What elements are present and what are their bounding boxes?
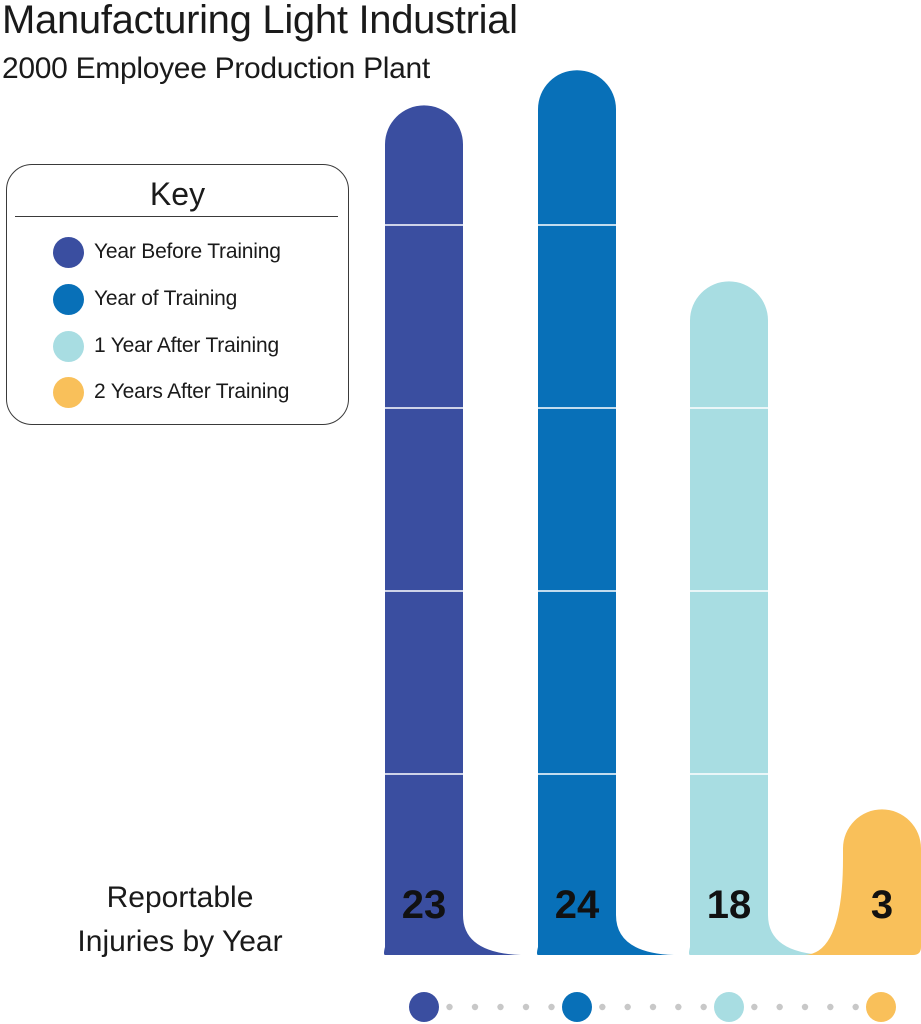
legend-item-2-years-after: 2 Years After Training	[53, 376, 289, 408]
timeline-small-dot	[675, 1003, 682, 1011]
timeline-small-dot	[624, 1003, 631, 1011]
timeline-small-dot	[852, 1003, 859, 1011]
timeline-small-dot	[776, 1003, 783, 1011]
legend-label-2-years-after: 2 Years After Training	[94, 380, 290, 403]
timeline-dot-1-year-after	[714, 992, 744, 1022]
data-label-year-of: 24	[555, 883, 600, 927]
bar-1-year-after	[689, 281, 826, 955]
data-label-2-years-after: 3	[871, 883, 893, 927]
timeline-small-dot	[471, 1003, 479, 1011]
legend-item-year-before: Year Before Training	[53, 236, 281, 268]
legend-swatch-year-of	[53, 283, 84, 315]
timeline-small-dot	[827, 1003, 834, 1011]
y-axis-caption-line2: Injuries by Year	[77, 925, 283, 958]
timeline-dot-year-of	[562, 992, 592, 1022]
timeline-small-dot	[801, 1003, 809, 1011]
timeline-small-dot	[751, 1003, 758, 1011]
timeline-small-dot	[522, 1003, 530, 1011]
bar-year-before	[384, 105, 521, 955]
timeline-small-dot	[497, 1003, 504, 1011]
legend-label-year-before: Year Before Training	[94, 240, 281, 263]
bar-year-of	[537, 70, 674, 955]
timeline-small-dot	[599, 1003, 606, 1011]
legend-swatch-year-before	[53, 236, 84, 268]
legend-label-year-of: Year of Training	[94, 287, 238, 310]
chart-subtitle: 2000 Employee Production Plant	[2, 52, 430, 85]
timeline-small-dot	[446, 1003, 453, 1011]
timeline-small-dot	[649, 1003, 657, 1011]
y-axis-caption: Reportable Injuries by Year	[40, 876, 320, 964]
data-label-year-before: 23	[402, 883, 447, 927]
timeline-small-dot	[700, 1003, 707, 1011]
legend-swatch-2-years-after	[53, 376, 84, 408]
timeline-dot-year-before	[409, 992, 439, 1022]
timeline-small-dot	[548, 1003, 555, 1011]
data-label-1-year-after: 18	[707, 883, 752, 927]
legend-title: Key	[149, 176, 206, 212]
bar-2-years-after	[805, 809, 921, 955]
legend-divider	[15, 216, 338, 217]
legend-swatch-1-year-after	[53, 330, 84, 362]
legend: Key Year Before Training Year of Trainin…	[6, 164, 349, 425]
y-axis-caption-line1: Reportable	[106, 881, 254, 914]
legend-label-1-year-after: 1 Year After Training	[94, 334, 279, 357]
legend-item-year-of: Year of Training	[53, 283, 237, 315]
chart-title: Manufacturing Light Industrial	[2, 0, 518, 42]
timeline-dot-2-years-after	[866, 992, 896, 1022]
legend-item-1-year-after: 1 Year After Training	[53, 330, 279, 362]
